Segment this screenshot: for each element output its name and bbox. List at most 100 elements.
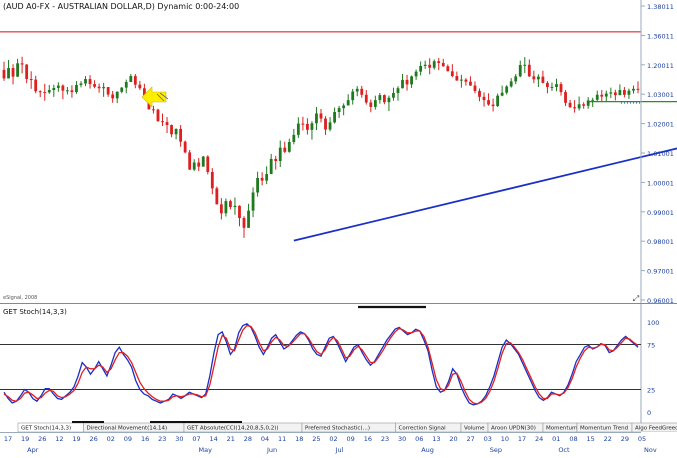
date-tick-label: 25 (312, 435, 320, 443)
candle-body (260, 177, 264, 181)
indicator-tab[interactable]: Aroon UPDN(30) (487, 422, 544, 433)
candle-body (555, 84, 558, 88)
date-tick-label: 17 (518, 435, 526, 443)
candle (174, 128, 178, 140)
candle-body (274, 158, 278, 162)
candle-body (16, 63, 19, 77)
candle-body (111, 94, 115, 99)
month-label: Oct (558, 446, 570, 454)
candle-body (536, 76, 540, 80)
candle (586, 97, 590, 109)
candle (555, 78, 558, 92)
date-tick-label: 16 (141, 435, 149, 443)
candle-body (333, 111, 336, 123)
indicator-tab[interactable]: Algo FeedGreed (631, 422, 677, 433)
candle (292, 128, 296, 145)
candle-body (459, 79, 463, 81)
date-tick-label: 20 (449, 435, 457, 443)
candle-body (215, 188, 219, 205)
candle-body (509, 81, 513, 87)
candle (396, 86, 400, 101)
month-label: Aug (421, 446, 434, 454)
candle-body (174, 128, 178, 135)
candle (296, 117, 300, 138)
candle-body (319, 113, 323, 119)
candle-body (396, 88, 400, 93)
candle-body (287, 141, 291, 152)
candle-body (559, 84, 563, 93)
price-tick-label: 1.01001 (647, 150, 674, 158)
date-tick-label: 30 (398, 435, 406, 443)
candle-body (70, 90, 74, 93)
candle (75, 81, 78, 94)
expand-icon[interactable]: ⤢ (632, 294, 639, 303)
candle (138, 80, 142, 91)
candle-body (441, 62, 445, 67)
candle (156, 108, 160, 122)
candle (505, 85, 509, 95)
indicator-tab[interactable]: Volume (460, 422, 489, 433)
candle-body (564, 92, 567, 103)
price-panel[interactable]: (AUD A0-FX - AUSTRALIAN DOLLAR,D) Dynami… (0, 0, 677, 309)
date-tick-label: 23 (158, 435, 166, 443)
candle (450, 64, 454, 78)
candle-body (256, 177, 260, 193)
candle (183, 140, 187, 154)
candle-body (378, 95, 382, 101)
date-tick-label: 29 (621, 435, 629, 443)
candle-body (636, 88, 640, 90)
candle-body (152, 109, 155, 111)
candle (351, 88, 355, 105)
candle-body (269, 158, 273, 175)
candle (47, 84, 51, 94)
candle-body (197, 162, 201, 167)
watermark: eSignal, 2008 (3, 295, 37, 301)
candles[interactable] (2, 56, 640, 238)
candle (93, 80, 96, 89)
indicator-tab[interactable]: Preferred Stochastic(...) (301, 422, 396, 433)
date-tick-label: 26 (90, 435, 98, 443)
candle (242, 216, 246, 238)
date-tick-label: 30 (175, 435, 183, 443)
date-tick-label: 18 (295, 435, 303, 443)
candle (247, 203, 250, 228)
date-tick-label: 09 (347, 435, 355, 443)
candle (324, 116, 327, 135)
candle-body (586, 100, 590, 106)
candle (600, 90, 604, 102)
stoch-panel[interactable]: GET Stoch(14,3,3) 100 75 25 0 (0, 308, 659, 417)
candle (206, 155, 210, 175)
candle (210, 168, 214, 195)
indicator-tab-label: Momentum (546, 426, 577, 432)
candle-body (210, 171, 214, 189)
indicator-tab[interactable]: GET Absolute(CCI(14,20,8,5,0,2)) (183, 422, 303, 433)
candle (464, 78, 468, 86)
candle-body (306, 123, 309, 130)
indicator-tabs[interactable]: GET Stoch(14,3,3) Directional Movement(14… (17, 421, 677, 433)
candle-body (382, 95, 386, 103)
date-tick-label: 10 (501, 435, 509, 443)
candle (201, 155, 205, 167)
candle (364, 90, 368, 105)
candle (269, 153, 273, 175)
candle (260, 172, 264, 186)
indicator-tab-label: Momentum Trend (580, 426, 628, 432)
indicator-tab[interactable]: GET Stoch(14,3,3) (17, 422, 84, 433)
candle (25, 64, 29, 84)
indicator-tab[interactable]: Momentum (542, 422, 577, 433)
candle-body (201, 156, 205, 167)
candle (577, 96, 581, 111)
date-tick-label: 28 (244, 435, 252, 443)
candle-body (432, 61, 436, 68)
indicator-tab[interactable]: Momentum Trend (576, 422, 633, 433)
candle-body (428, 64, 432, 68)
indicator-tab[interactable]: Directional Movement(14,14) (83, 422, 185, 433)
price-axis: 1.38011 1.36011 1.20011 1.03001 1.02001 1.010… (640, 0, 674, 432)
candle (337, 105, 341, 118)
candle-body (546, 82, 549, 88)
date-tick-label: 07 (192, 435, 200, 443)
candle-body (627, 90, 631, 95)
date-tick-label: 03 (484, 435, 492, 443)
indicator-tab[interactable]: Correction Signal (395, 422, 462, 433)
candle-body (301, 123, 305, 125)
